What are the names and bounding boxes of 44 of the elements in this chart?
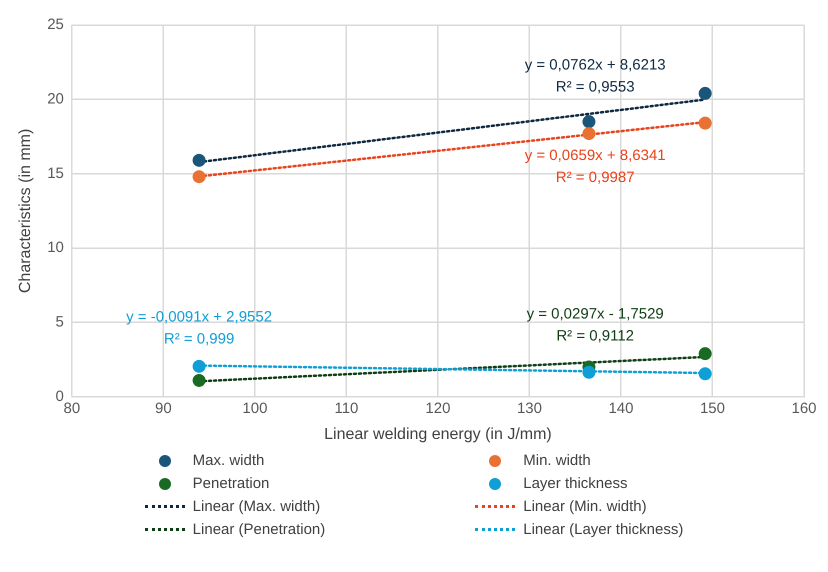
legend-label: Penetration bbox=[192, 475, 270, 492]
legend-label: Layer thickness bbox=[523, 475, 628, 492]
legend-label: Max. width bbox=[192, 452, 264, 469]
x-tick-label: 160 bbox=[791, 400, 817, 417]
legend-label: Linear (Min. width) bbox=[523, 498, 647, 515]
x-tick-label: 130 bbox=[516, 400, 542, 417]
y-tick-label: 15 bbox=[47, 164, 64, 182]
annotation: y = 0,0762x + 8,6213 bbox=[524, 56, 666, 74]
point bbox=[698, 86, 712, 100]
x-tick-label: 100 bbox=[242, 400, 268, 417]
y-tick-label: 5 bbox=[56, 314, 64, 331]
point bbox=[192, 374, 206, 387]
x-tick-label: 90 bbox=[155, 400, 172, 417]
annotation: y = -0,0091x + 2,9552 bbox=[126, 308, 272, 326]
annotation: R² = 0,9987 bbox=[556, 169, 635, 186]
point bbox=[582, 127, 596, 140]
point bbox=[698, 367, 712, 380]
legend-label: Linear (Layer thickness) bbox=[523, 521, 684, 538]
y-axis-title: Characteristics (in mm) bbox=[17, 128, 34, 294]
point bbox=[698, 116, 712, 130]
point bbox=[192, 360, 206, 373]
annotation: y = 0,0659x + 8,6341 bbox=[524, 147, 666, 164]
point bbox=[192, 154, 206, 167]
point bbox=[698, 347, 712, 360]
point bbox=[582, 115, 596, 128]
annotation: y = 0,0297x - 1,7529 bbox=[526, 305, 664, 322]
point bbox=[582, 366, 596, 379]
annotation: R² = 0,999 bbox=[164, 330, 234, 348]
y-tick-label: 0 bbox=[56, 388, 64, 405]
annotation: R² = 0,9112 bbox=[556, 327, 634, 344]
x-tick-label: 120 bbox=[425, 400, 450, 417]
x-axis-title: Linear welding energy (in J/mm) bbox=[324, 426, 552, 443]
x-tick-label: 140 bbox=[608, 400, 634, 417]
legend-label: Min. width bbox=[523, 452, 591, 469]
point bbox=[192, 170, 206, 184]
x-tick-label: 150 bbox=[700, 400, 725, 417]
x-tick-label: 80 bbox=[64, 400, 80, 417]
y-tick-label: 25 bbox=[47, 16, 64, 34]
legend-label: Linear (Penetration) bbox=[192, 521, 326, 538]
x-tick-label: 110 bbox=[334, 400, 358, 417]
y-tick-label: 20 bbox=[47, 90, 64, 108]
y-tick-label: 10 bbox=[47, 239, 64, 256]
annotation: R² = 0,9553 bbox=[556, 78, 635, 96]
legend-label: Linear (Max. width) bbox=[192, 498, 320, 515]
